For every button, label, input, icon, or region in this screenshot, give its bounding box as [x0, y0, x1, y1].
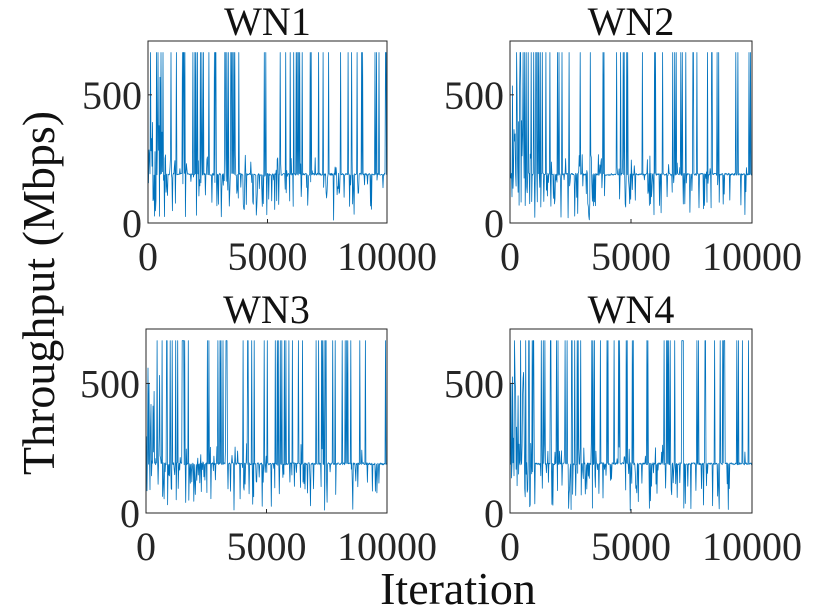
- y-tick-label: 0: [120, 491, 140, 536]
- x-tick-label: 10000: [337, 234, 437, 279]
- y-tick-label: 0: [484, 491, 504, 536]
- x-tick-label: 5000: [591, 524, 671, 569]
- panel-wn4: 0 5000 10000 0 500 WN4: [444, 287, 802, 569]
- x-tick-label: 5000: [591, 234, 671, 279]
- y-tick-label: 500: [82, 73, 142, 118]
- x-tick-label: 0: [136, 524, 156, 569]
- y-tick-label: 500: [444, 73, 504, 118]
- series-line-wn3: [145, 340, 388, 511]
- y-tick-label: 500: [444, 361, 504, 406]
- x-tick-label: 0: [500, 234, 520, 279]
- panel-wn3: 0 5000 10000 0 500 WN3: [80, 287, 437, 569]
- panel-title-wn1: WN1: [224, 0, 311, 44]
- x-tick-label: 10000: [337, 524, 437, 569]
- y-axis-label: Throughput (Mbps): [13, 111, 64, 475]
- x-axis-label: Iteration: [380, 563, 536, 608]
- panel-wn1: 0 5000 10000 0 500 WN1: [82, 0, 437, 279]
- x-tick-label: 0: [500, 524, 520, 569]
- x-tick-label: 10000: [702, 234, 802, 279]
- x-tick-label: 5000: [227, 524, 307, 569]
- panel-title-wn4: WN4: [588, 287, 675, 332]
- axes-box: [147, 40, 388, 224]
- x-tick-label: 5000: [228, 234, 308, 279]
- panel-wn2: 0 5000 10000 0 500 WN2: [444, 0, 802, 279]
- panel-title-wn3: WN3: [223, 287, 310, 332]
- y-tick-label: 0: [484, 201, 504, 246]
- x-tick-label: 0: [138, 234, 158, 279]
- y-tick-label: 500: [80, 361, 140, 406]
- series-line-wn4: [509, 340, 753, 511]
- x-tick-label: 10000: [702, 524, 802, 569]
- y-tick-label: 0: [122, 201, 142, 246]
- axes-box: [509, 328, 753, 514]
- panel-title-wn2: WN2: [588, 0, 675, 44]
- series-line-wn2: [509, 52, 753, 221]
- series-line-wn1: [147, 52, 388, 221]
